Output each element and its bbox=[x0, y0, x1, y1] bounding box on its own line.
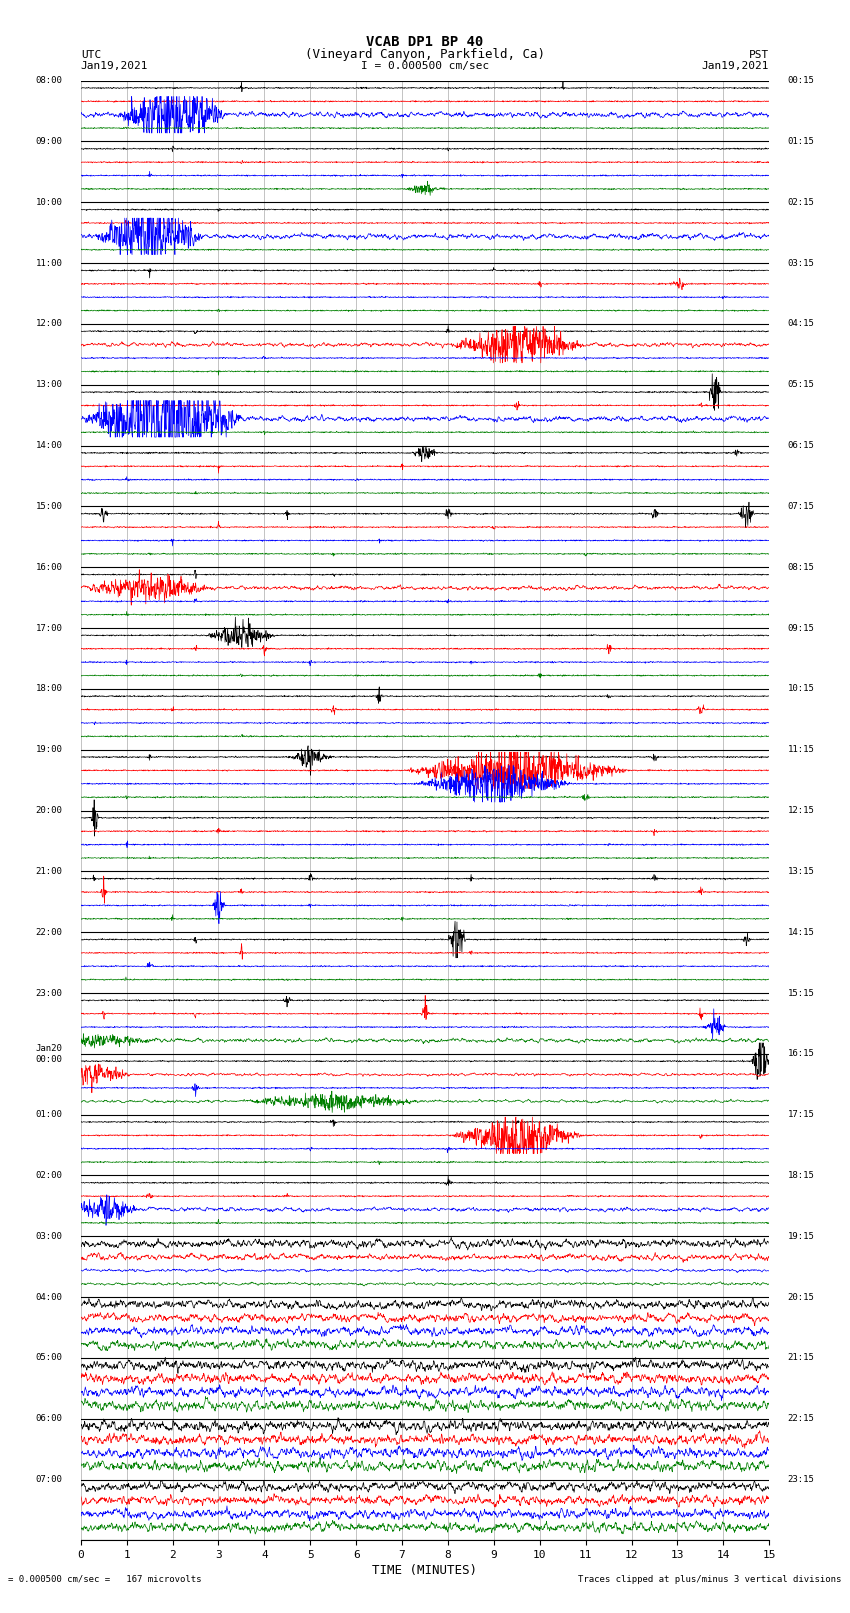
Text: 23:15: 23:15 bbox=[788, 1476, 814, 1484]
Text: 02:00: 02:00 bbox=[36, 1171, 62, 1181]
Text: 14:15: 14:15 bbox=[788, 927, 814, 937]
Text: 10:00: 10:00 bbox=[36, 198, 62, 206]
Text: 18:15: 18:15 bbox=[788, 1171, 814, 1181]
Text: 20:00: 20:00 bbox=[36, 806, 62, 815]
Text: 22:00: 22:00 bbox=[36, 927, 62, 937]
Text: Traces clipped at plus/minus 3 vertical divisions: Traces clipped at plus/minus 3 vertical … bbox=[578, 1574, 842, 1584]
Text: PST: PST bbox=[749, 50, 769, 60]
Text: 23:00: 23:00 bbox=[36, 989, 62, 997]
Text: UTC: UTC bbox=[81, 50, 101, 60]
Text: 04:15: 04:15 bbox=[788, 319, 814, 329]
Text: 13:00: 13:00 bbox=[36, 381, 62, 389]
Text: 15:00: 15:00 bbox=[36, 502, 62, 511]
Text: 09:15: 09:15 bbox=[788, 624, 814, 632]
Text: 12:00: 12:00 bbox=[36, 319, 62, 329]
Text: VCAB DP1 BP 40: VCAB DP1 BP 40 bbox=[366, 35, 484, 50]
Text: 00:15: 00:15 bbox=[788, 76, 814, 85]
Text: 15:15: 15:15 bbox=[788, 989, 814, 997]
Text: 17:15: 17:15 bbox=[788, 1110, 814, 1119]
Text: Jan20
00:00: Jan20 00:00 bbox=[36, 1044, 62, 1063]
Text: 19:15: 19:15 bbox=[788, 1232, 814, 1240]
Text: 11:00: 11:00 bbox=[36, 258, 62, 268]
Text: = 0.000500 cm/sec =   167 microvolts: = 0.000500 cm/sec = 167 microvolts bbox=[8, 1574, 202, 1584]
Text: 17:00: 17:00 bbox=[36, 624, 62, 632]
Text: 01:15: 01:15 bbox=[788, 137, 814, 145]
Text: Jan19,2021: Jan19,2021 bbox=[702, 61, 769, 71]
Text: 04:00: 04:00 bbox=[36, 1292, 62, 1302]
Text: 21:15: 21:15 bbox=[788, 1353, 814, 1363]
Text: 12:15: 12:15 bbox=[788, 806, 814, 815]
Text: 06:15: 06:15 bbox=[788, 440, 814, 450]
Text: 10:15: 10:15 bbox=[788, 684, 814, 694]
Text: 14:00: 14:00 bbox=[36, 440, 62, 450]
Text: 11:15: 11:15 bbox=[788, 745, 814, 755]
Text: 22:15: 22:15 bbox=[788, 1415, 814, 1423]
Text: 07:00: 07:00 bbox=[36, 1476, 62, 1484]
X-axis label: TIME (MINUTES): TIME (MINUTES) bbox=[372, 1565, 478, 1578]
Text: Jan19,2021: Jan19,2021 bbox=[81, 61, 148, 71]
Text: 18:00: 18:00 bbox=[36, 684, 62, 694]
Text: 03:00: 03:00 bbox=[36, 1232, 62, 1240]
Text: 19:00: 19:00 bbox=[36, 745, 62, 755]
Text: (Vineyard Canyon, Parkfield, Ca): (Vineyard Canyon, Parkfield, Ca) bbox=[305, 48, 545, 61]
Text: 13:15: 13:15 bbox=[788, 866, 814, 876]
Text: 03:15: 03:15 bbox=[788, 258, 814, 268]
Text: 21:00: 21:00 bbox=[36, 866, 62, 876]
Text: 05:00: 05:00 bbox=[36, 1353, 62, 1363]
Text: 07:15: 07:15 bbox=[788, 502, 814, 511]
Text: 02:15: 02:15 bbox=[788, 198, 814, 206]
Text: I = 0.000500 cm/sec: I = 0.000500 cm/sec bbox=[361, 61, 489, 71]
Text: 08:00: 08:00 bbox=[36, 76, 62, 85]
Text: 06:00: 06:00 bbox=[36, 1415, 62, 1423]
Text: 01:00: 01:00 bbox=[36, 1110, 62, 1119]
Text: 08:15: 08:15 bbox=[788, 563, 814, 571]
Text: 09:00: 09:00 bbox=[36, 137, 62, 145]
Text: 20:15: 20:15 bbox=[788, 1292, 814, 1302]
Text: 05:15: 05:15 bbox=[788, 381, 814, 389]
Text: 16:00: 16:00 bbox=[36, 563, 62, 571]
Text: 16:15: 16:15 bbox=[788, 1050, 814, 1058]
